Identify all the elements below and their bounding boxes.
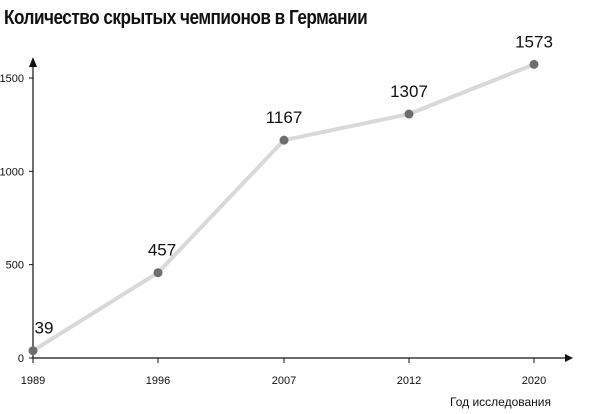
chart-title: Количество скрытых чемпионов в Германии [4, 7, 368, 29]
data-label: 1573 [515, 32, 553, 51]
data-point [529, 59, 539, 69]
x-axis-ticks: 1989 1996 2007 2012 2020 [21, 358, 546, 387]
axes [29, 57, 573, 362]
x-tick-label: 1989 [21, 375, 45, 387]
y-tick-label: 1500 [0, 73, 24, 85]
x-tick-label: 2012 [397, 375, 421, 387]
data-point [153, 268, 163, 278]
y-tick-label: 1000 [0, 166, 24, 178]
data-label: 1307 [390, 82, 428, 101]
y-axis-ticks: 0 500 1000 1500 [0, 73, 33, 365]
data-point [404, 109, 414, 119]
data-label: 457 [148, 241, 176, 260]
x-axis-arrow [565, 354, 573, 362]
data-point [28, 346, 38, 356]
y-axis-arrow [29, 57, 37, 67]
series-group [28, 59, 539, 356]
data-label: 1167 [266, 108, 303, 127]
y-tick-label: 500 [6, 260, 24, 272]
data-label: 39 [35, 319, 54, 338]
x-tick-label: 2007 [272, 375, 296, 387]
data-point [279, 135, 289, 145]
x-axis-title: Год исследования [450, 395, 551, 409]
x-tick-label: 2020 [522, 375, 546, 387]
x-tick-label: 1996 [146, 375, 170, 387]
y-tick-label: 0 [18, 353, 24, 365]
data-labels-group: 39 457 1167 1307 1573 [35, 32, 553, 337]
